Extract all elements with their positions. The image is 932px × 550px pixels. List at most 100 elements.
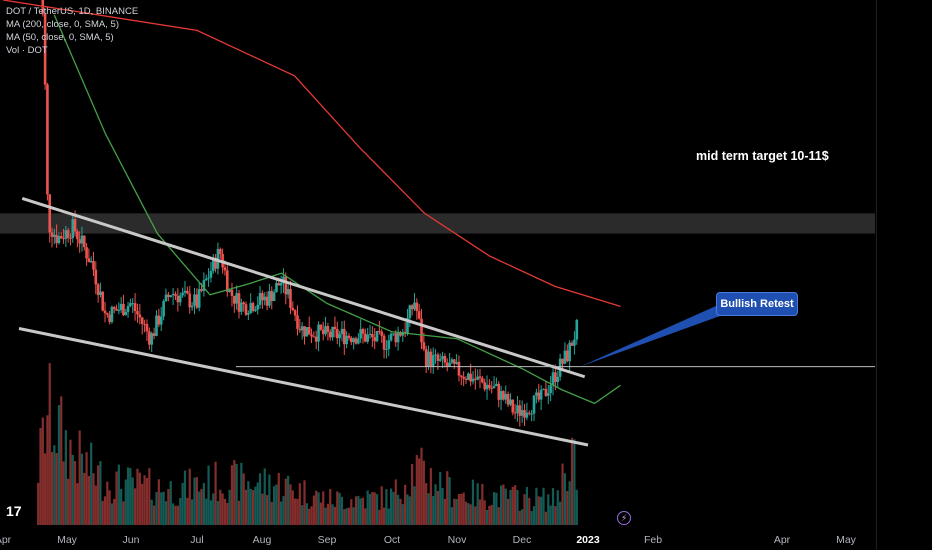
candle-body: [561, 358, 564, 364]
volume-bar: [143, 475, 146, 525]
volume-bar: [148, 468, 151, 525]
candle-body: [535, 392, 538, 396]
candle-body: [335, 329, 339, 339]
volume-bar: [563, 473, 566, 525]
legend-ma50[interactable]: MA (50, close, 0, SMA, 5): [6, 32, 114, 43]
volume-bar: [87, 475, 90, 525]
volume-bar: [481, 483, 484, 525]
volume-bar: [301, 505, 304, 525]
candle-body: [228, 289, 231, 292]
candle-body: [119, 303, 123, 311]
candle-body: [382, 335, 386, 350]
volume-bar: [138, 472, 141, 525]
candle-body: [265, 296, 269, 306]
candle-body: [171, 293, 175, 296]
candle-body: [478, 376, 482, 379]
volume-bar: [554, 506, 557, 525]
volume-bar: [315, 490, 318, 525]
volume-bar: [411, 464, 414, 525]
candle-body: [511, 399, 515, 413]
candle-body: [48, 194, 52, 233]
candle-body: [525, 412, 529, 418]
x-tick-label: Nov: [447, 534, 467, 546]
candle-body: [277, 283, 281, 286]
volume-bar: [422, 460, 425, 525]
volume-bar: [476, 483, 479, 525]
candle-body: [476, 376, 479, 380]
volume-bar: [172, 503, 175, 525]
candle-body: [293, 310, 297, 316]
legend-ma200[interactable]: MA (200, close, 0, SMA, 5): [6, 19, 119, 30]
candle-body: [183, 290, 187, 293]
volume-bar: [153, 505, 156, 525]
volume-bar: [188, 468, 191, 525]
volume-bar: [179, 498, 182, 525]
candle-body: [429, 351, 433, 367]
lightning-icon[interactable]: ⚡: [617, 511, 631, 525]
candle-body: [284, 276, 288, 295]
candle-body: [326, 326, 330, 332]
volume-bar: [413, 486, 416, 525]
volume-bar: [382, 507, 386, 525]
candle-body: [509, 399, 512, 405]
candle-body: [490, 387, 494, 389]
candle-body: [193, 294, 196, 306]
candle-body: [485, 384, 489, 390]
x-tick-label: Apr: [773, 534, 791, 546]
volume-bar: [157, 479, 160, 525]
volume-bar: [404, 484, 407, 525]
candle-body: [352, 338, 355, 343]
candle-body: [544, 388, 548, 396]
volume-bar: [287, 475, 290, 525]
candle-body: [64, 230, 68, 239]
candle-body: [483, 382, 486, 390]
candle-body: [202, 280, 206, 291]
candle-body: [140, 317, 144, 324]
candle-body: [279, 282, 283, 286]
volume-bar: [103, 496, 107, 525]
candle-body: [204, 278, 208, 281]
volume-bar: [55, 453, 58, 525]
volume-bar: [181, 482, 184, 525]
volume-bar: [439, 471, 442, 525]
candle-body: [298, 328, 302, 331]
legend-volume[interactable]: Vol · DOT: [6, 45, 48, 56]
volume-bar: [265, 495, 269, 525]
candle-body: [385, 348, 388, 350]
candle-body: [331, 326, 334, 338]
tradingview-logo-icon[interactable]: 17: [6, 503, 22, 519]
volume-bar: [106, 481, 109, 525]
volume-bar: [284, 478, 287, 525]
volume-bar: [280, 501, 283, 525]
candle-body: [469, 373, 472, 382]
price-scale[interactable]: [876, 0, 932, 550]
candle-body: [537, 392, 541, 400]
volume-bar: [319, 502, 322, 525]
candle-body: [159, 316, 163, 325]
candle-body: [200, 289, 203, 291]
candle-body: [441, 356, 444, 360]
candle-body: [296, 315, 299, 329]
candle-body: [361, 329, 365, 334]
candle-body: [563, 350, 567, 364]
candle-body: [359, 329, 362, 339]
time-axis[interactable]: [0, 525, 876, 550]
candle-body: [242, 302, 245, 305]
candle-body: [66, 230, 70, 238]
volume-bar: [338, 492, 341, 525]
volume-bar: [368, 493, 372, 525]
legend-symbol[interactable]: DOT / TetherUS, 1D, BINANCE: [6, 6, 139, 17]
candle-body: [333, 326, 337, 330]
volume-bar: [289, 484, 292, 525]
volume-bar: [488, 505, 491, 525]
volume-bar: [240, 462, 243, 525]
volume-bar: [324, 507, 327, 525]
candle-body: [413, 302, 416, 310]
volume-bar: [371, 492, 374, 525]
volume-bar: [566, 491, 569, 525]
x-tick-label: Feb: [643, 534, 663, 546]
volume-bar: [97, 465, 100, 525]
bullish-retest-callout[interactable]: Bullish Retest: [716, 292, 798, 316]
volume-bar: [80, 453, 84, 525]
